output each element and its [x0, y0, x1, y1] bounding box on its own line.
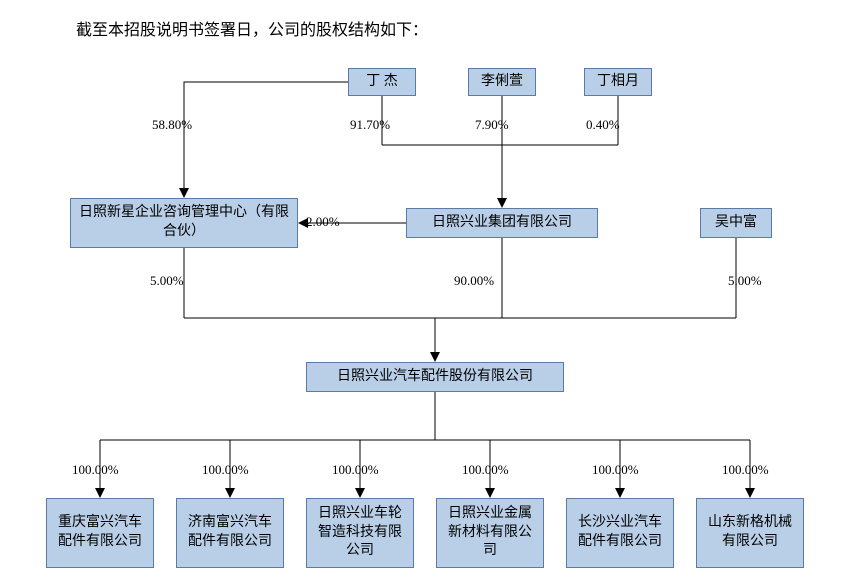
node-lilixuan: 李俐萱: [468, 68, 536, 96]
node-wuzhongfu: 吴中富: [700, 208, 772, 238]
label-sub6: 100.00%: [722, 462, 769, 478]
page-title: 截至本招股说明书签署日，公司的股权结构如下：: [76, 16, 428, 40]
node-sub1: 重庆富兴汽车配件有限公司: [46, 498, 154, 568]
label-dingxiangyue-group: 0.40%: [586, 117, 620, 133]
node-xingye-group: 日照兴业集团有限公司: [406, 208, 598, 238]
label-sub5: 100.00%: [592, 462, 639, 478]
label-sub2: 100.00%: [202, 462, 249, 478]
node-dingjie: 丁 杰: [348, 68, 416, 96]
node-sub4: 日照兴业金属新材料有限公司: [436, 498, 544, 568]
label-dingjie-xinxing: 58.80%: [152, 117, 192, 133]
label-sub4: 100.00%: [462, 462, 509, 478]
node-sub5: 长沙兴业汽车配件有限公司: [566, 498, 674, 568]
label-sub3: 100.00%: [332, 462, 379, 478]
label-dingjie-group: 91.70%: [350, 117, 390, 133]
node-sub6: 山东新格机械有限公司: [696, 498, 804, 568]
node-sub2: 济南富兴汽车配件有限公司: [176, 498, 284, 568]
label-lilixuan-group: 7.90%: [475, 117, 509, 133]
node-xinxing: 日照新星企业咨询管理中心（有限合伙）: [70, 198, 298, 248]
node-main-company: 日照兴业汽车配件股份有限公司: [306, 362, 564, 392]
label-wuzhongfu-main: 5.00%: [728, 273, 762, 289]
label-xinxing-main: 5.00%: [150, 273, 184, 289]
label-sub1: 100.00%: [72, 462, 119, 478]
node-sub3: 日照兴业车轮智造科技有限公司: [306, 498, 414, 568]
label-group-xinxing: 2.00%: [306, 214, 340, 230]
node-dingxiangyue: 丁相月: [584, 68, 652, 96]
label-group-main: 90.00%: [454, 273, 494, 289]
